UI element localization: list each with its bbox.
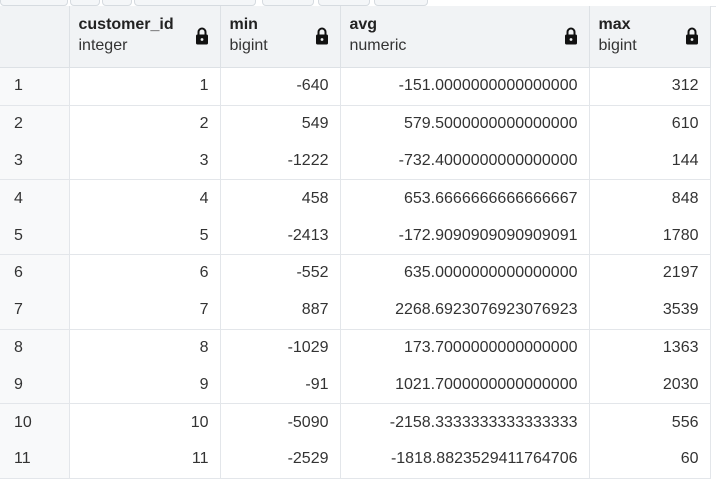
cell-max[interactable]: 312 [589, 67, 711, 106]
column-name: customer_id [78, 16, 174, 33]
table-row[interactable]: 8 8 -1029 173.7000000000000000 1363 [0, 329, 711, 367]
row-number[interactable]: 3 [0, 142, 70, 181]
toolbar-tab[interactable] [318, 0, 370, 6]
cell-min[interactable]: -552 [220, 254, 341, 292]
data-table: customer_id integer min bigint [0, 6, 711, 479]
cell-customer-id[interactable]: 2 [69, 105, 221, 143]
cell-min[interactable]: -2413 [220, 217, 341, 255]
toolbar-tab[interactable] [134, 0, 256, 6]
column-header-customer-id[interactable]: customer_id integer [69, 6, 221, 68]
cell-max[interactable]: 610 [589, 105, 711, 143]
toolbar-tab[interactable] [70, 0, 100, 6]
cell-customer-id[interactable]: 6 [69, 254, 221, 292]
row-number[interactable]: 2 [0, 105, 70, 143]
cell-avg[interactable]: 635.0000000000000000 [340, 254, 590, 292]
toolbar-tab[interactable] [262, 0, 314, 6]
cell-customer-id[interactable]: 7 [69, 291, 221, 330]
row-number[interactable]: 11 [0, 440, 70, 479]
column-type: bigint [229, 37, 268, 54]
cell-min[interactable]: -91 [220, 366, 341, 405]
lock-icon [315, 27, 328, 45]
select-all-corner[interactable] [0, 6, 70, 68]
cell-min[interactable]: 458 [220, 179, 341, 218]
toolbar-tab[interactable] [0, 0, 68, 6]
row-number[interactable]: 4 [0, 179, 70, 218]
row-number[interactable]: 9 [0, 366, 70, 405]
table-row[interactable]: 1 1 -640 -151.0000000000000000 312 [0, 67, 711, 106]
cell-min[interactable]: 887 [220, 291, 341, 330]
cell-avg[interactable]: -732.4000000000000000 [340, 142, 590, 181]
table-body: 1 1 -640 -151.0000000000000000 312 2 2 5… [0, 67, 711, 479]
cell-max[interactable]: 60 [589, 440, 711, 479]
column-type: integer [78, 37, 128, 54]
cell-max[interactable]: 556 [589, 403, 711, 441]
lock-icon [685, 27, 698, 45]
row-number[interactable]: 5 [0, 217, 70, 255]
row-number[interactable]: 6 [0, 254, 70, 292]
cell-avg[interactable]: -1818.8823529411764706 [340, 440, 590, 479]
table-header: customer_id integer min bigint [0, 6, 711, 68]
row-number[interactable]: 7 [0, 291, 70, 330]
cell-min[interactable]: -5090 [220, 403, 341, 441]
row-number[interactable]: 8 [0, 329, 70, 367]
column-type: bigint [598, 37, 637, 54]
cell-customer-id[interactable]: 4 [69, 179, 221, 218]
table-row[interactable]: 9 9 -91 1021.7000000000000000 2030 [0, 366, 711, 405]
cell-avg[interactable]: -2158.3333333333333333 [340, 403, 590, 441]
cell-min[interactable]: -1029 [220, 329, 341, 367]
table-row[interactable]: 3 3 -1222 -732.4000000000000000 144 [0, 142, 711, 181]
table-row[interactable]: 4 4 458 653.6666666666666667 848 [0, 179, 711, 218]
column-name: max [598, 16, 631, 33]
row-number[interactable]: 1 [0, 67, 70, 106]
cell-max[interactable]: 144 [589, 142, 711, 181]
cell-avg[interactable]: -172.9090909090909091 [340, 217, 590, 255]
row-number[interactable]: 10 [0, 403, 70, 441]
cell-customer-id[interactable]: 9 [69, 366, 221, 405]
column-type: numeric [349, 37, 407, 54]
cell-max[interactable]: 1780 [589, 217, 711, 255]
lock-icon [195, 27, 208, 45]
cell-max[interactable]: 3539 [589, 291, 711, 330]
cell-customer-id[interactable]: 5 [69, 217, 221, 255]
column-header-avg[interactable]: avg numeric [340, 6, 590, 68]
cell-customer-id[interactable]: 3 [69, 142, 221, 181]
cell-customer-id[interactable]: 1 [69, 67, 221, 106]
cell-customer-id[interactable]: 11 [69, 440, 221, 479]
cell-avg[interactable]: -151.0000000000000000 [340, 67, 590, 106]
column-header-min[interactable]: min bigint [220, 6, 341, 68]
cell-min[interactable]: -2529 [220, 440, 341, 479]
table-row[interactable]: 7 7 887 2268.6923076923076923 3539 [0, 291, 711, 330]
cell-avg[interactable]: 653.6666666666666667 [340, 179, 590, 218]
toolbar-tab[interactable] [102, 0, 132, 6]
cell-max[interactable]: 2030 [589, 366, 711, 405]
cell-min[interactable]: -1222 [220, 142, 341, 181]
cell-customer-id[interactable]: 10 [69, 403, 221, 441]
cell-max[interactable]: 848 [589, 179, 711, 218]
results-grid: customer_id integer min bigint [0, 6, 716, 484]
table-row[interactable]: 6 6 -552 635.0000000000000000 2197 [0, 254, 711, 292]
lock-icon [564, 27, 577, 45]
toolbar-tab[interactable] [374, 0, 428, 6]
cell-avg[interactable]: 173.7000000000000000 [340, 329, 590, 367]
cell-avg[interactable]: 1021.7000000000000000 [340, 366, 590, 405]
cell-min[interactable]: 549 [220, 105, 341, 143]
cell-avg[interactable]: 579.5000000000000000 [340, 105, 590, 143]
cell-min[interactable]: -640 [220, 67, 341, 106]
cell-max[interactable]: 2197 [589, 254, 711, 292]
cell-max[interactable]: 1363 [589, 329, 711, 367]
column-header-max[interactable]: max bigint [589, 6, 711, 68]
table-row[interactable]: 5 5 -2413 -172.9090909090909091 1780 [0, 217, 711, 255]
column-name: min [229, 16, 258, 33]
cell-avg[interactable]: 2268.6923076923076923 [340, 291, 590, 330]
table-row[interactable]: 11 11 -2529 -1818.8823529411764706 60 [0, 440, 711, 479]
column-name: avg [349, 16, 378, 33]
table-row[interactable]: 2 2 549 579.5000000000000000 610 [0, 105, 711, 143]
table-row[interactable]: 10 10 -5090 -2158.3333333333333333 556 [0, 403, 711, 441]
cell-customer-id[interactable]: 8 [69, 329, 221, 367]
